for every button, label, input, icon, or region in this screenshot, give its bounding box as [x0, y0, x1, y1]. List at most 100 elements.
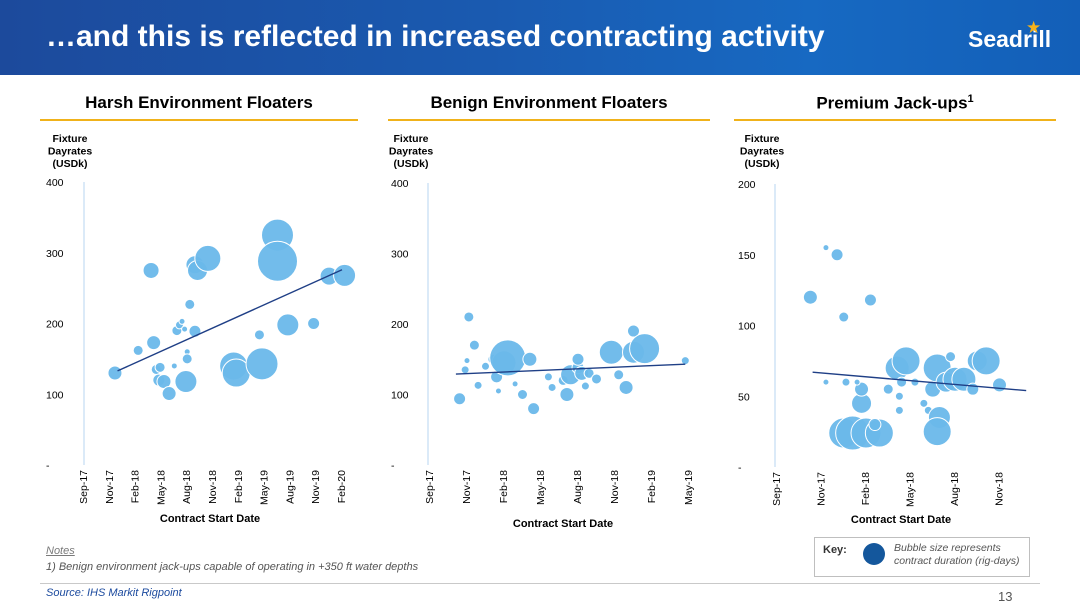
data-bubble [830, 248, 844, 262]
y-tick-label: - [391, 460, 395, 472]
page-title: …and this is reflected in increased cont… [46, 20, 825, 53]
data-bubble [107, 365, 123, 381]
x-tick-label: Aug-18 [949, 472, 961, 506]
data-bubble [333, 263, 357, 287]
y-tick-label: - [738, 462, 742, 474]
chart-title-benign: Benign Environment Floaters [430, 93, 668, 112]
x-tick-label: Feb-20 [336, 470, 348, 503]
data-bubble [494, 387, 502, 395]
title-rule [388, 119, 710, 121]
data-bubble [894, 391, 904, 401]
data-bubble [184, 298, 196, 310]
y-tick-label: 150 [738, 250, 756, 262]
x-tick-label: May-18 [535, 470, 547, 505]
x-axis-label: Contract Start Date [160, 513, 260, 525]
seadrill-logo: Seadrill [968, 26, 1052, 52]
y-tick-label: 50 [738, 391, 750, 403]
data-bubble [517, 389, 528, 400]
data-bubble [854, 381, 870, 397]
data-bubble [178, 317, 186, 325]
data-bubble [511, 380, 519, 388]
data-bubble [253, 329, 265, 341]
data-bubble [460, 365, 470, 375]
x-tick-label: Aug-18 [181, 470, 193, 504]
data-bubble [802, 289, 818, 305]
x-tick-label: Nov-19 [310, 470, 322, 504]
data-bubble [468, 339, 480, 351]
x-tick-label: Feb-19 [233, 470, 245, 503]
x-tick-label: Feb-18 [130, 470, 142, 503]
title-rule [734, 119, 1056, 121]
y-tick-label: 100 [391, 390, 409, 402]
trend-line [455, 363, 686, 375]
data-bubble [161, 386, 177, 402]
logo-star-icon: ★ [1026, 18, 1042, 37]
x-tick-label: Sep-17 [78, 470, 90, 504]
data-bubble [489, 339, 527, 377]
data-bubble [142, 261, 160, 279]
x-tick-label: Sep-17 [424, 470, 436, 504]
y-axis-label: (USDk) [52, 158, 87, 170]
x-tick-label: May-18 [155, 470, 167, 505]
chart-title-footnote-mark: 1 [967, 93, 974, 105]
x-tick-label: Feb-19 [646, 470, 658, 503]
data-bubble [841, 377, 851, 387]
y-axis-label: Fixture [744, 133, 779, 145]
y-axis-label: (USDk) [393, 158, 428, 170]
x-tick-label: Feb-18 [498, 470, 510, 503]
x-tick-label: Nov-17 [104, 470, 116, 504]
key-label: Key: [823, 544, 847, 556]
data-bubble [307, 317, 321, 330]
x-tick-label: Nov-18 [207, 470, 219, 504]
data-bubble [522, 351, 538, 367]
data-bubble [481, 361, 490, 371]
y-axis-label: Dayrates [48, 146, 93, 158]
y-tick-label: 300 [46, 248, 64, 260]
y-tick-label: 200 [391, 319, 409, 331]
chart-title-jackups: Premium Jack-ups1 [734, 93, 1056, 114]
data-bubble [276, 313, 300, 337]
y-tick-label: 200 [46, 319, 64, 331]
page-number: 13 [998, 589, 1013, 604]
data-bubble [919, 398, 929, 408]
data-bubble [838, 311, 850, 323]
data-bubble [591, 373, 602, 385]
data-bubble [598, 339, 624, 365]
data-bubble [922, 417, 952, 447]
trend-line [117, 269, 343, 372]
x-tick-label: May-19 [683, 470, 695, 505]
x-tick-label: Nov-18 [994, 472, 1006, 506]
data-bubble [863, 293, 877, 307]
data-bubble [627, 324, 640, 338]
data-bubble [559, 387, 575, 402]
data-bubble [174, 370, 198, 394]
data-bubble [543, 372, 553, 382]
data-bubble [868, 418, 882, 432]
y-axis-label: Fixture [52, 133, 87, 145]
data-bubble [527, 402, 541, 416]
data-bubble [945, 351, 957, 363]
chart-title-jackups-text: Premium Jack-ups [816, 93, 968, 113]
data-bubble [822, 244, 830, 252]
y-axis-label: Fixture [393, 133, 428, 145]
footer-divider [40, 583, 1040, 584]
x-tick-label: Aug-18 [572, 470, 584, 504]
x-tick-label: Aug-19 [284, 470, 296, 504]
data-bubble [894, 405, 904, 415]
x-tick-label: Sep-17 [771, 472, 783, 506]
x-tick-label: May-18 [905, 472, 917, 507]
y-tick-label: 200 [738, 179, 756, 191]
data-bubble [453, 392, 467, 406]
y-tick-label: 300 [391, 249, 409, 261]
y-tick-label: 100 [738, 321, 756, 333]
legend-key: Key: Bubble size represents contract dur… [814, 537, 1030, 577]
notes-line: 1) Benign environment jack-ups capable o… [46, 561, 419, 573]
data-bubble [822, 378, 830, 386]
data-bubble [257, 240, 298, 282]
data-bubble [853, 378, 861, 386]
data-bubble [910, 377, 920, 387]
data-bubble [463, 311, 475, 323]
key-text: Bubble size represents contract duration… [894, 542, 1020, 567]
data-bubble [618, 379, 634, 395]
